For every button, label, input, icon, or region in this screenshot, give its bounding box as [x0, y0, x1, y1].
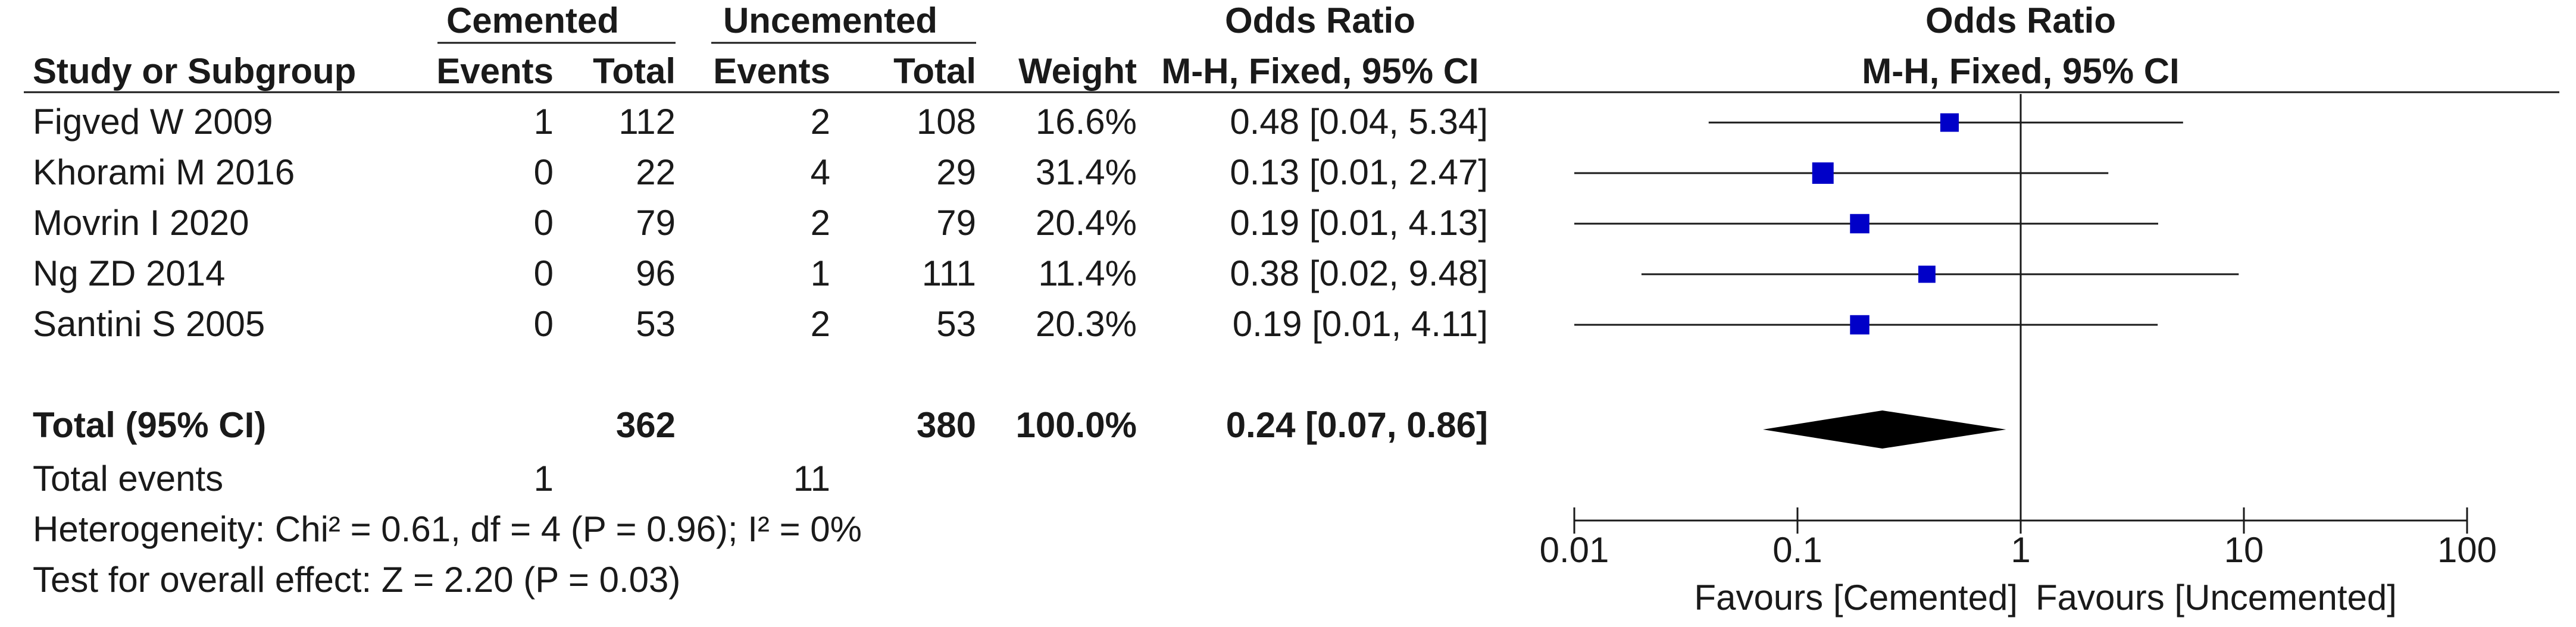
heterogeneity-text: Heterogeneity: Chi² = 0.61, df = 4 (P = …: [33, 509, 862, 549]
events2-cell: 4: [811, 152, 830, 192]
study-row: Figved W 2009 1 112 2 108 16.6% 0.48 [0.…: [33, 102, 1488, 142]
study-marker: [1812, 162, 1834, 184]
x-tick-label: 100: [2437, 530, 2497, 570]
total-events2-cell: 11: [793, 459, 830, 499]
events1-column-header: Events: [436, 51, 554, 91]
total-events1-cell: 1: [534, 459, 554, 499]
weight-cell: 20.3%: [1036, 304, 1137, 344]
total1-cell: 112: [618, 102, 676, 142]
events1-cell: 0: [534, 152, 554, 192]
total-row: Total (95% CI) 362 380 100.0% 0.24 [0.07…: [33, 405, 1488, 445]
events2-column-header: Events: [713, 51, 830, 91]
study-row: Khorami M 2016 0 22 4 29 31.4% 0.13 [0.0…: [33, 152, 1488, 192]
pooled-diamond: [1762, 410, 2006, 449]
study-name: Ng ZD 2014: [33, 253, 226, 293]
study-name: Movrin I 2020: [33, 203, 249, 243]
total-label: Total (95% CI): [33, 405, 266, 445]
total2-cell: 79: [936, 203, 976, 243]
total2-cell: 380: [917, 405, 976, 445]
favours-right-label: Favours [Uncemented]: [2036, 578, 2397, 617]
ci-cell: 0.48 [0.04, 5.34]: [1230, 102, 1488, 142]
study-marker: [1850, 214, 1870, 234]
ci-cell: 0.13 [0.01, 2.47]: [1230, 152, 1488, 192]
weight-cell: 11.4%: [1038, 253, 1137, 293]
events1-cell: 0: [534, 203, 554, 243]
total1-column-header: Total: [593, 51, 676, 91]
total2-cell: 53: [936, 304, 976, 344]
events2-cell: 2: [811, 102, 830, 142]
overall-effect-text: Test for overall effect: Z = 2.20 (P = 0…: [33, 560, 680, 600]
favours-left-label: Favours [Cemented]: [1694, 578, 2018, 617]
study-name: Santini S 2005: [33, 304, 265, 344]
ci-cell: 0.19 [0.01, 4.11]: [1233, 304, 1488, 344]
study-marker: [1918, 265, 1936, 283]
ci-cell: 0.38 [0.02, 9.48]: [1230, 253, 1488, 293]
study-row: Ng ZD 2014 0 96 1 111 11.4% 0.38 [0.02, …: [33, 253, 1488, 293]
events1-cell: 0: [534, 253, 554, 293]
total1-cell: 22: [636, 152, 676, 192]
study-marker: [1850, 315, 1870, 335]
total1-cell: 362: [616, 405, 676, 445]
method-column-header: M-H, Fixed, 95% CI: [1161, 51, 1478, 91]
total-events-label: Total events: [33, 459, 223, 499]
x-tick-label: 0.01: [1540, 530, 1609, 570]
total-weight-cell: 100.0%: [1016, 405, 1137, 445]
events1-cell: 1: [534, 102, 554, 142]
events2-cell: 1: [811, 253, 830, 293]
weight-cell: 20.4%: [1036, 203, 1137, 243]
x-tick-label: 1: [2011, 530, 2030, 570]
events1-cell: 0: [534, 304, 554, 344]
total2-cell: 29: [936, 152, 976, 192]
total-ci-cell: 0.24 [0.07, 0.86]: [1226, 405, 1488, 445]
plot-title: Odds Ratio: [1925, 1, 2116, 40]
total2-cell: 111: [922, 253, 976, 293]
study-name: Figved W 2009: [33, 102, 273, 142]
study-row: Movrin I 2020 0 79 2 79 20.4% 0.19 [0.01…: [33, 203, 1488, 243]
weight-cell: 31.4%: [1036, 152, 1137, 192]
events2-cell: 2: [811, 304, 830, 344]
group1-header: Cemented: [446, 1, 619, 40]
plot-area: 0.01 0.1 1 10 100: [1540, 94, 2497, 570]
study-marker: [1940, 113, 1959, 132]
total1-cell: 53: [636, 304, 676, 344]
total2-column-header: Total: [893, 51, 976, 91]
group2-header: Uncemented: [723, 1, 937, 40]
x-tick-label: 0.1: [1772, 530, 1822, 570]
effect-header: Odds Ratio: [1225, 1, 1415, 40]
weight-column-header: Weight: [1018, 51, 1137, 91]
x-tick-label: 10: [2224, 530, 2264, 570]
weight-cell: 16.6%: [1036, 102, 1137, 142]
study-row: Santini S 2005 0 53 2 53 20.3% 0.19 [0.0…: [33, 304, 1488, 344]
total1-cell: 96: [636, 253, 676, 293]
study-name: Khorami M 2016: [33, 152, 295, 192]
ci-cell: 0.19 [0.01, 4.13]: [1230, 203, 1488, 243]
total1-cell: 79: [636, 203, 676, 243]
total2-cell: 108: [917, 102, 976, 142]
events2-cell: 2: [811, 203, 830, 243]
plot-method-header: M-H, Fixed, 95% CI: [1862, 51, 2179, 91]
study-column-header: Study or Subgroup: [33, 51, 356, 91]
